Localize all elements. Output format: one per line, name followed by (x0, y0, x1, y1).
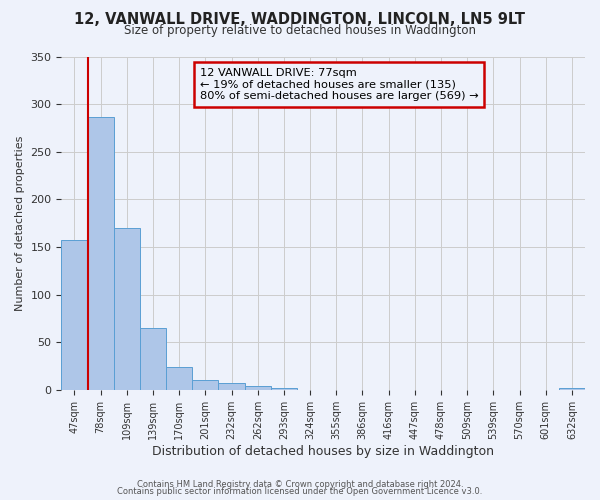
Bar (218, 383, 245, 390)
Bar (193, 380, 218, 390)
Bar (166, 367, 193, 390)
Text: 12 VANWALL DRIVE: 77sqm
← 19% of detached houses are smaller (135)
80% of semi-d: 12 VANWALL DRIVE: 77sqm ← 19% of detache… (200, 68, 479, 102)
Bar (271, 388, 297, 390)
Bar (140, 328, 166, 390)
Text: Size of property relative to detached houses in Waddington: Size of property relative to detached ho… (124, 24, 476, 37)
Bar (559, 388, 585, 390)
Text: 12, VANWALL DRIVE, WADDINGTON, LINCOLN, LN5 9LT: 12, VANWALL DRIVE, WADDINGTON, LINCOLN, … (74, 12, 526, 28)
Bar (245, 386, 271, 390)
X-axis label: Distribution of detached houses by size in Waddington: Distribution of detached houses by size … (152, 444, 494, 458)
Text: Contains HM Land Registry data © Crown copyright and database right 2024.: Contains HM Land Registry data © Crown c… (137, 480, 463, 489)
Text: Contains public sector information licensed under the Open Government Licence v3: Contains public sector information licen… (118, 487, 482, 496)
Bar (88, 116, 114, 390)
Y-axis label: Number of detached properties: Number of detached properties (15, 136, 25, 311)
Bar (114, 228, 140, 390)
Bar (61, 240, 88, 390)
